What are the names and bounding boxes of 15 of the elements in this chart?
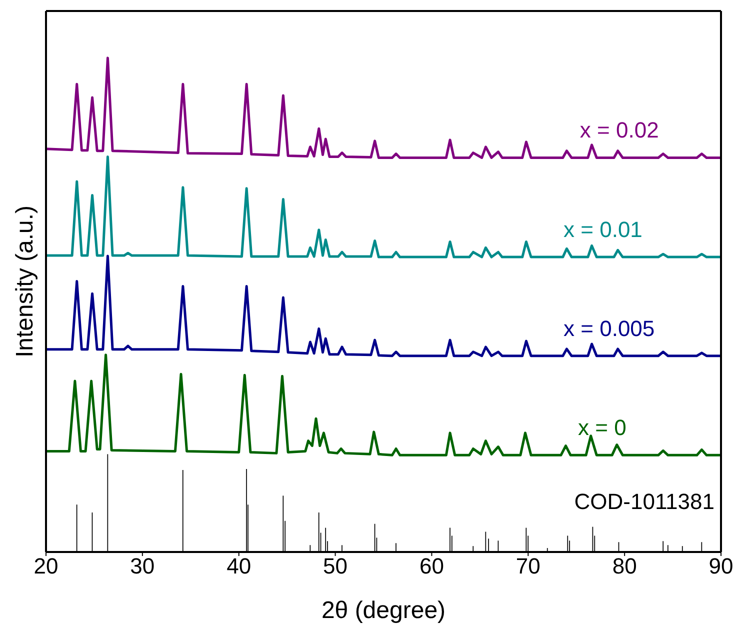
x-tick-label: 20: [34, 554, 58, 579]
x-tick-label: 30: [130, 554, 155, 579]
series-label: COD-1011381: [574, 488, 714, 514]
x-tick-label: 50: [323, 554, 348, 579]
series-label: x = 0: [578, 415, 626, 440]
series-label: x = 0.02: [580, 118, 659, 143]
x-tick-label: 60: [419, 554, 444, 579]
x-tick-label: 80: [612, 554, 637, 579]
series-label: x = 0.005: [564, 316, 655, 341]
x-tick-label: 40: [226, 554, 252, 579]
series-label: x = 0.01: [564, 217, 642, 242]
x-tick-label: 90: [708, 554, 734, 579]
y-axis-title: Intensity (a.u.): [12, 205, 39, 358]
x-tick-label: 70: [516, 554, 540, 579]
x-axis-title: 2θ (degree): [321, 597, 446, 624]
